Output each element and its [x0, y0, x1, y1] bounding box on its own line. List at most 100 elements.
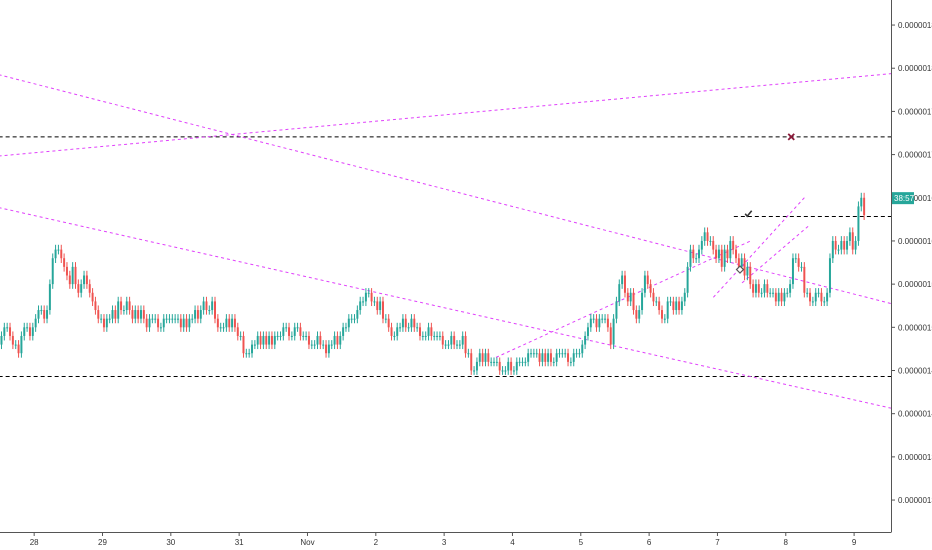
candle-body — [441, 335, 444, 345]
candle-body — [270, 335, 273, 345]
candle-body — [253, 344, 256, 346]
y-tick-label: 0.00000130 — [898, 496, 932, 505]
candle-body — [85, 275, 88, 285]
candle-body — [393, 335, 396, 337]
candle-body — [80, 284, 83, 293]
candle-body — [174, 318, 177, 320]
candle-body — [766, 284, 769, 293]
candle-body — [569, 361, 572, 363]
candle-body — [145, 318, 148, 328]
current-price-badge — [892, 192, 914, 205]
candle-body — [746, 266, 749, 276]
candle-body — [313, 344, 316, 346]
candle-body — [735, 249, 738, 259]
candle-body — [709, 240, 712, 242]
annotation-markers — [735, 133, 795, 274]
candle-body — [228, 318, 231, 328]
candle-body — [806, 292, 809, 294]
candle-body — [530, 353, 533, 355]
candle-body — [854, 240, 857, 250]
candle-body — [692, 249, 695, 259]
candle-body — [401, 318, 404, 328]
candle-body — [296, 327, 299, 329]
candle-body — [863, 197, 866, 216]
candle-body — [493, 361, 496, 363]
x-tick-label: 28 — [30, 538, 39, 547]
candle-body — [436, 335, 439, 337]
candle-body — [572, 353, 575, 362]
y-tick-label: 0.00000155 — [898, 280, 932, 289]
candle-body — [475, 361, 478, 371]
candle-body — [273, 335, 276, 345]
candle-body — [826, 292, 829, 302]
x-tick-label: 4 — [510, 538, 515, 547]
candle-body — [655, 301, 658, 303]
y-tick-label: 0.00000170 — [898, 151, 932, 160]
candle-body — [495, 361, 498, 363]
candle-body — [46, 310, 49, 319]
x-tick-label: Nov — [300, 538, 314, 547]
candle-body — [794, 258, 797, 260]
candle-body — [581, 344, 584, 354]
candle-body — [381, 301, 384, 319]
candle-body — [592, 318, 595, 320]
candle-body — [191, 318, 194, 320]
candle-body — [157, 318, 160, 328]
candle-body — [561, 353, 564, 355]
candle-body — [410, 318, 413, 328]
candle-body — [703, 232, 706, 241]
candle-body — [396, 327, 399, 336]
candle-body — [470, 353, 473, 371]
trendline-ascending-channel-top — [712, 195, 807, 298]
candle-body — [609, 327, 612, 345]
candle-body — [427, 327, 430, 336]
candle-body — [265, 335, 268, 345]
candle-body — [100, 318, 103, 320]
candle-body — [726, 249, 729, 259]
candle-body — [564, 353, 567, 355]
candle-body — [359, 301, 362, 311]
candle-body — [322, 344, 325, 346]
candle-body — [390, 327, 393, 336]
candle-body — [547, 353, 550, 362]
y-tick-label: 0.00000160 — [898, 237, 932, 246]
candle-body — [356, 310, 359, 319]
candle-body — [843, 240, 846, 250]
y-tick-label: 0.00000150 — [898, 323, 932, 332]
candle-body — [288, 327, 291, 336]
candle-body — [567, 353, 570, 362]
candle-body — [364, 292, 367, 302]
candle-body — [305, 335, 308, 337]
candle-body — [65, 266, 68, 276]
candle-body — [532, 353, 535, 355]
candle-body — [626, 292, 629, 302]
candle-body — [117, 301, 120, 319]
candle-body — [811, 301, 814, 303]
candle-body — [74, 266, 77, 285]
candle-body — [387, 318, 390, 328]
candle-body — [128, 301, 131, 311]
candle-body — [473, 370, 476, 372]
candle-body — [438, 335, 441, 337]
candle-body — [507, 361, 510, 371]
candle-body — [578, 353, 581, 355]
candle-body — [202, 301, 205, 311]
candle-body — [521, 361, 524, 363]
candle-body — [370, 292, 373, 302]
candle-body — [68, 275, 71, 285]
candle-body — [239, 335, 242, 337]
candle-body — [182, 318, 185, 328]
current-price-countdown: 38:57 — [894, 194, 915, 203]
candle-body — [484, 353, 487, 362]
candle-body — [646, 275, 649, 285]
y-tick-label: 0.00000140 — [898, 410, 932, 419]
candle-body — [9, 327, 12, 336]
candle-body — [97, 310, 100, 319]
candle-body — [769, 292, 772, 294]
candle-body — [20, 335, 23, 354]
candle-body — [137, 310, 140, 319]
candle-body — [268, 335, 271, 345]
candle-body — [242, 335, 245, 354]
